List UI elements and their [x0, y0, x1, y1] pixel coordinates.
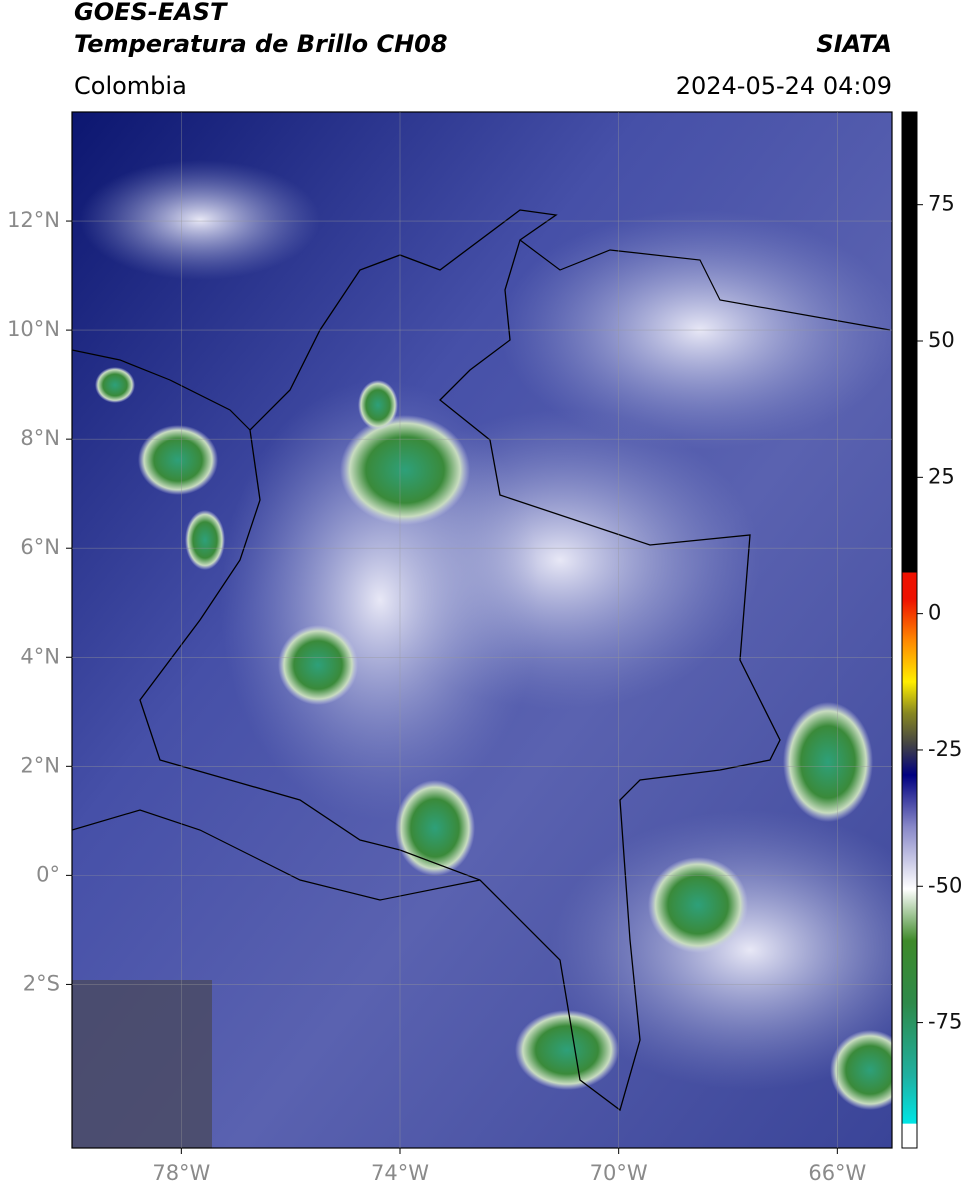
map-frame [71, 111, 893, 1149]
x-tick-label: 66°W [808, 1161, 866, 1185]
colorbar-tick-label: 50 [928, 328, 955, 352]
y-tick-label: 0° [36, 862, 60, 886]
x-tick-label: 74°W [371, 1161, 429, 1185]
colorbar-tick-label: -25 [928, 737, 962, 761]
y-tick-label: 2°N [20, 753, 60, 777]
source: SIATA [816, 30, 892, 58]
x-tick-label: 70°W [590, 1161, 648, 1185]
colorbar [901, 111, 918, 1149]
colorbar-tick-label: 0 [928, 601, 941, 625]
y-tick-label: 6°N [20, 535, 60, 559]
y-tick-label: 10°N [7, 317, 60, 341]
title-line2: Temperatura de Brillo CH08 [74, 30, 448, 58]
colorbar-tick-label: -50 [928, 873, 962, 897]
colorbar-tick-label: -75 [928, 1010, 962, 1034]
y-tick-label: 12°N [7, 208, 60, 232]
title-line1: GOES-EAST [74, 0, 228, 26]
y-tick-label: 2°S [23, 971, 60, 995]
timestamp: 2024-05-24 04:09 [676, 72, 892, 100]
y-tick-label: 8°N [20, 426, 60, 450]
region: Colombia [74, 72, 187, 100]
y-tick-label: 4°N [20, 644, 60, 668]
x-tick-label: 78°W [152, 1161, 210, 1185]
colorbar-tick-label: 25 [928, 464, 955, 488]
map-imagery [72, 112, 892, 1148]
colorbar-tick-label: 75 [928, 192, 955, 216]
